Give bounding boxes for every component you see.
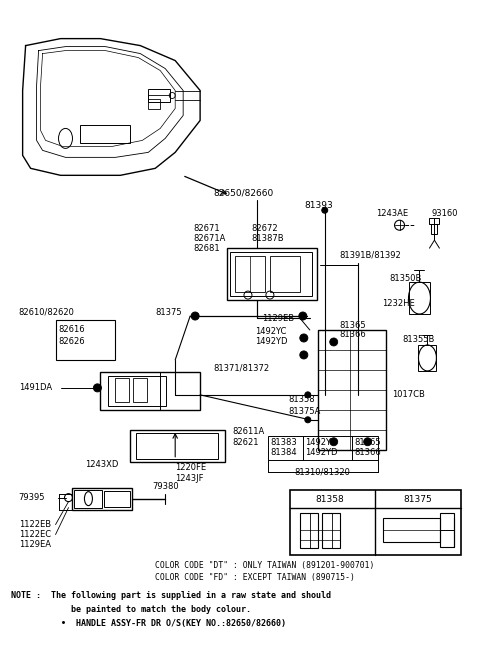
Text: 81383: 81383 — [270, 438, 297, 447]
Bar — [268, 436, 378, 460]
Text: 82610/82620: 82610/82620 — [19, 308, 74, 316]
Bar — [383, 517, 441, 542]
Text: 81358: 81358 — [315, 495, 344, 504]
Bar — [81, 125, 130, 143]
Text: 1492YC: 1492YC — [255, 328, 287, 337]
Text: 82621: 82621 — [232, 438, 259, 447]
Text: 82681: 82681 — [193, 244, 220, 253]
Bar — [72, 488, 132, 510]
Circle shape — [299, 312, 307, 320]
Bar — [235, 256, 265, 292]
Circle shape — [300, 334, 308, 342]
Text: NOTE :  The following part is supplied in a raw state and should: NOTE : The following part is supplied in… — [11, 591, 331, 600]
Bar — [230, 252, 312, 296]
Text: 81375: 81375 — [403, 495, 432, 504]
Text: 82671: 82671 — [193, 224, 220, 233]
Text: 82616: 82616 — [59, 326, 85, 335]
Text: 81375A: 81375A — [289, 407, 321, 417]
Bar — [133, 378, 147, 402]
Text: 1243AE: 1243AE — [376, 209, 408, 217]
Text: 1017CB: 1017CB — [393, 390, 425, 400]
Text: 81358: 81358 — [289, 396, 315, 404]
Bar — [432, 224, 437, 234]
Text: 1122EB: 1122EB — [19, 520, 51, 529]
Bar — [441, 513, 455, 546]
Bar — [148, 100, 160, 109]
Text: 1232HE: 1232HE — [383, 299, 415, 308]
Text: 82611A: 82611A — [232, 427, 264, 436]
Bar — [115, 378, 129, 402]
Circle shape — [300, 351, 308, 359]
Bar — [227, 248, 317, 300]
Text: 82626: 82626 — [59, 337, 85, 346]
Text: 81387B: 81387B — [251, 234, 284, 243]
Text: be painted to match the body colour.: be painted to match the body colour. — [11, 605, 251, 614]
Circle shape — [305, 417, 311, 422]
Bar — [270, 256, 300, 292]
Bar — [74, 490, 102, 508]
Bar — [419, 345, 436, 371]
Circle shape — [191, 312, 199, 320]
Bar — [318, 330, 385, 450]
Text: 81371/81372: 81371/81372 — [213, 364, 269, 373]
Text: 79395: 79395 — [19, 493, 45, 502]
Text: 93160: 93160 — [432, 209, 458, 217]
Text: 1220FE: 1220FE — [175, 463, 206, 472]
Text: 82672: 82672 — [251, 224, 277, 233]
Text: 1492YD: 1492YD — [305, 448, 337, 457]
Text: 1129EA: 1129EA — [19, 540, 51, 549]
Bar — [408, 282, 431, 314]
Text: 81391B/81392: 81391B/81392 — [340, 251, 401, 259]
Bar — [130, 430, 225, 462]
Bar — [108, 376, 166, 406]
Text: 1243JF: 1243JF — [175, 474, 204, 483]
Text: 1122EC: 1122EC — [19, 530, 51, 539]
Bar — [100, 372, 200, 410]
Text: 81365: 81365 — [340, 320, 366, 329]
Bar — [104, 491, 130, 506]
Text: 1492YC: 1492YC — [305, 438, 336, 447]
Bar — [430, 218, 439, 224]
Text: 1492YD: 1492YD — [255, 337, 288, 346]
Text: 81365: 81365 — [355, 438, 381, 447]
Circle shape — [94, 384, 101, 392]
Text: 1129EB: 1129EB — [262, 314, 294, 322]
Text: 81350B: 81350B — [390, 274, 422, 282]
Text: 81375: 81375 — [155, 308, 182, 316]
Text: 81393: 81393 — [305, 201, 334, 210]
Circle shape — [330, 438, 338, 446]
Circle shape — [305, 392, 311, 398]
Text: 1491DA: 1491DA — [19, 383, 52, 392]
Bar — [300, 513, 318, 548]
Text: COLOR CODE "DT" : ONLY TAIWAN (891201-900701): COLOR CODE "DT" : ONLY TAIWAN (891201-90… — [155, 561, 374, 570]
Text: 81366: 81366 — [355, 448, 382, 457]
Bar — [56, 320, 115, 360]
Text: 82650/82660: 82650/82660 — [213, 189, 273, 198]
Text: 81355B: 81355B — [403, 335, 435, 345]
Text: 81384: 81384 — [270, 448, 297, 457]
Text: COLOR CODE "FD" : EXCEPT TAIWAN (890715-): COLOR CODE "FD" : EXCEPT TAIWAN (890715-… — [155, 573, 355, 582]
Bar — [136, 433, 218, 458]
Bar — [148, 88, 170, 102]
Bar — [322, 513, 340, 548]
Text: 1243XD: 1243XD — [85, 460, 119, 469]
Circle shape — [330, 338, 338, 346]
Circle shape — [322, 207, 328, 214]
Text: •  HANDLE ASSY-FR DR O/S(KEY NO.:82650/82660): • HANDLE ASSY-FR DR O/S(KEY NO.:82650/82… — [11, 619, 286, 628]
Bar — [290, 490, 461, 555]
Circle shape — [364, 438, 372, 446]
Text: 81366: 81366 — [340, 331, 366, 339]
Text: 81310/81320: 81310/81320 — [295, 467, 351, 476]
Text: 82671A: 82671A — [193, 234, 226, 243]
Text: 79380: 79380 — [152, 482, 179, 491]
